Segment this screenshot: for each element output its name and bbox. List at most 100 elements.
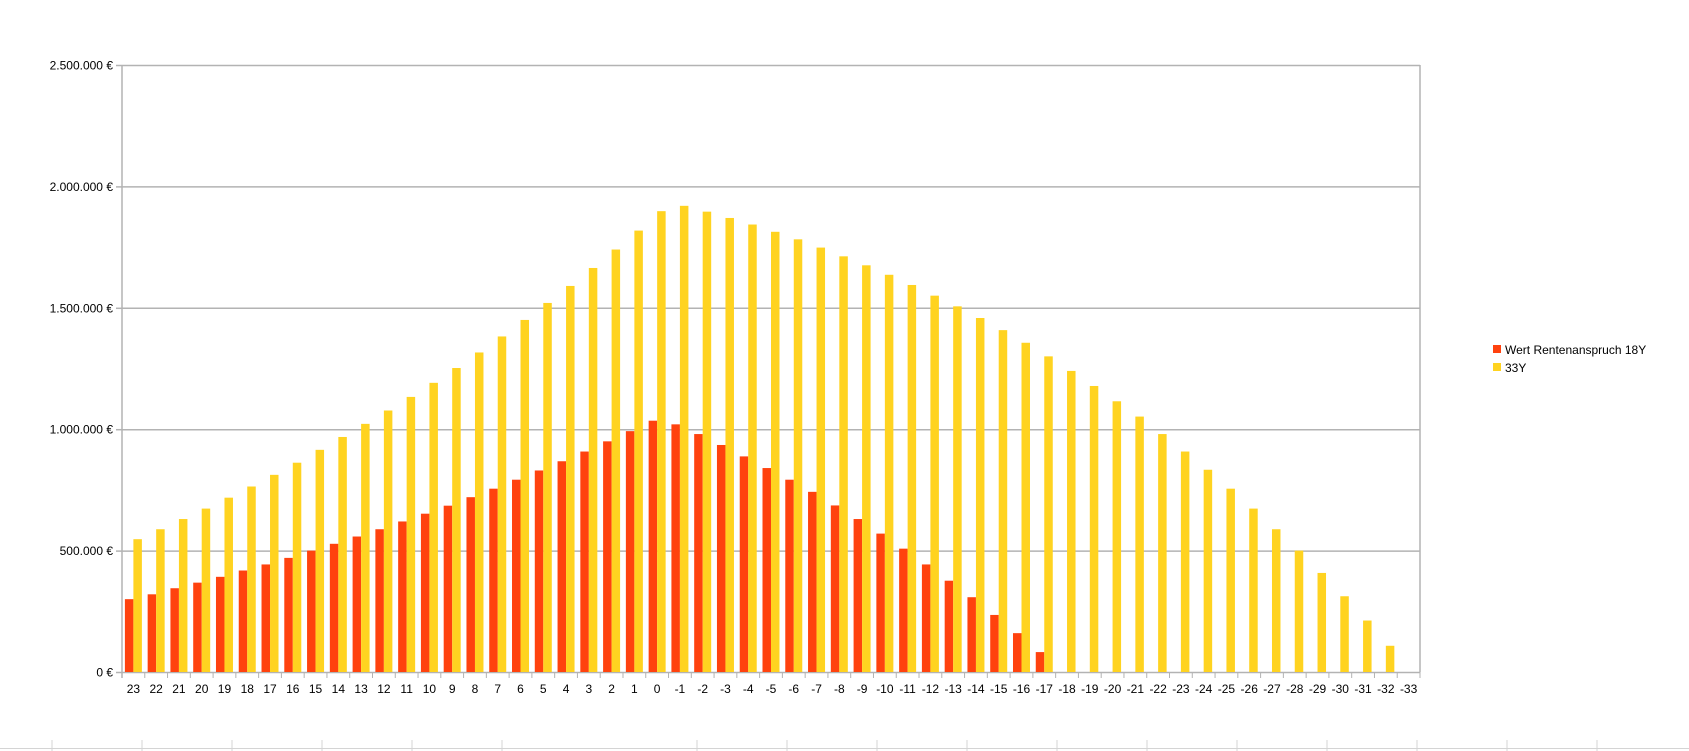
x-tick-label: -32 <box>1377 682 1395 696</box>
bar-33y-6 <box>520 319 530 672</box>
bar-33y--26 <box>1249 508 1258 672</box>
bar-33y-21 <box>178 519 188 672</box>
y-tick-labels: 0 € 500.000 € 1.000.000 € 1.500.000 € 2.000.… <box>50 59 114 680</box>
bar-33y--27 <box>1271 529 1281 672</box>
bar-33y-9 <box>452 368 461 672</box>
x-tick-label: -25 <box>1218 682 1236 696</box>
x-tick-label: -19 <box>1081 682 1099 696</box>
bar-wert-18y-1 <box>625 431 635 672</box>
bar-33y-22 <box>156 529 165 672</box>
bar-33y-3 <box>588 267 598 672</box>
x-tick-label: 9 <box>449 682 456 696</box>
bar-33y-14 <box>338 436 347 672</box>
bar-33y--32 <box>1385 645 1395 672</box>
bars <box>124 205 1395 673</box>
bar-wert-18y--1 <box>671 424 680 672</box>
bar-wert-18y-7 <box>489 488 498 672</box>
y-tick-label: 500.000 € <box>60 544 114 558</box>
bar-wert-18y--13 <box>944 580 954 672</box>
bar-33y--5 <box>771 231 780 673</box>
x-tick-label: -11 <box>899 682 916 696</box>
bar-wert-18y--2 <box>694 434 703 672</box>
bar-33y--17 <box>1044 356 1053 672</box>
x-tick-label: -4 <box>743 682 754 696</box>
bar-wert-18y--4 <box>739 456 749 672</box>
bar-wert-18y-17 <box>261 564 271 672</box>
bar-33y-5 <box>543 302 552 672</box>
bar-33y--1 <box>679 205 689 672</box>
bar-wert-18y--3 <box>716 444 726 672</box>
x-tick-label: 14 <box>332 682 346 696</box>
bar-wert-18y--8 <box>830 505 840 672</box>
bar-wert-18y-14 <box>329 543 339 672</box>
bar-33y--25 <box>1226 488 1235 672</box>
bar-wert-18y-23 <box>124 599 134 672</box>
bar-33y--14 <box>975 317 985 672</box>
bar-33y--13 <box>953 306 962 672</box>
x-tick-label: 20 <box>195 682 209 696</box>
sheet-bottom-strip <box>0 740 1689 751</box>
bar-wert-18y-22 <box>147 594 157 672</box>
bar-33y--29 <box>1317 572 1327 672</box>
x-tick-label: -13 <box>945 682 963 696</box>
x-tick-label: 22 <box>149 682 163 696</box>
bar-wert-18y--6 <box>785 479 794 672</box>
bar-33y-8 <box>474 352 484 672</box>
bar-wert-18y--5 <box>762 468 771 672</box>
axes <box>116 64 1421 678</box>
x-tick-label: 1 <box>631 682 638 696</box>
x-tick-label: -8 <box>834 682 845 696</box>
bar-wert-18y-18 <box>238 570 248 672</box>
bar-33y-11 <box>406 396 416 672</box>
bar-33y-10 <box>429 382 438 672</box>
y-tick-label: 1.500.000 € <box>50 301 114 315</box>
bar-33y-17 <box>270 474 279 672</box>
x-tick-label: -17 <box>1036 682 1054 696</box>
bar-33y-23 <box>133 539 142 672</box>
bar-33y--8 <box>839 256 848 672</box>
bar-wert-18y-20 <box>193 582 202 672</box>
legend-label: Wert Rentenanspruch 18Y <box>1505 343 1646 357</box>
bar-33y-19 <box>224 497 233 672</box>
x-tick-label: -14 <box>967 682 985 696</box>
bar-wert-18y-3 <box>580 451 589 672</box>
x-tick-label: 6 <box>517 682 524 696</box>
bar-wert-18y-19 <box>215 576 225 672</box>
bar-33y--28 <box>1294 550 1304 672</box>
x-tick-label: -12 <box>922 682 940 696</box>
legend-swatch <box>1493 363 1501 371</box>
bar-wert-18y-15 <box>307 550 316 672</box>
bar-33y-20 <box>201 508 211 672</box>
legend-swatch <box>1493 345 1501 353</box>
x-tick-label: 16 <box>286 682 300 696</box>
bar-wert-18y-4 <box>557 461 567 672</box>
bar-33y-18 <box>247 486 256 672</box>
x-tick-label: -10 <box>876 682 894 696</box>
x-tick-label: -6 <box>788 682 799 696</box>
bar-wert-18y--14 <box>967 597 976 672</box>
y-tick-label: 0 € <box>96 666 113 680</box>
bar-33y--3 <box>725 217 734 673</box>
bar-wert-18y--10 <box>876 533 885 672</box>
bar-wert-18y-16 <box>284 557 293 672</box>
y-tick-label: 2.000.000 € <box>50 180 114 194</box>
bar-33y--2 <box>702 211 712 673</box>
bar-wert-18y-13 <box>352 536 362 672</box>
x-tick-label: 5 <box>540 682 547 696</box>
x-tick-label: -21 <box>1127 682 1145 696</box>
x-tick-label: 23 <box>127 682 141 696</box>
x-tick-label: 4 <box>563 682 570 696</box>
x-tick-label: -15 <box>990 682 1008 696</box>
bar-33y-0 <box>657 211 666 673</box>
x-tick-label: -3 <box>720 682 731 696</box>
bar-33y--18 <box>1067 370 1076 672</box>
bar-wert-18y-0 <box>648 420 658 672</box>
x-tick-label: -30 <box>1332 682 1350 696</box>
bar-wert-18y-12 <box>375 529 384 672</box>
x-tick-label: -7 <box>811 682 822 696</box>
y-tick-label: 2.500.000 € <box>50 59 114 73</box>
x-tick-label: -5 <box>766 682 777 696</box>
bar-33y--15 <box>998 330 1008 672</box>
bar-33y--22 <box>1158 434 1167 672</box>
x-tick-label: -22 <box>1149 682 1167 696</box>
